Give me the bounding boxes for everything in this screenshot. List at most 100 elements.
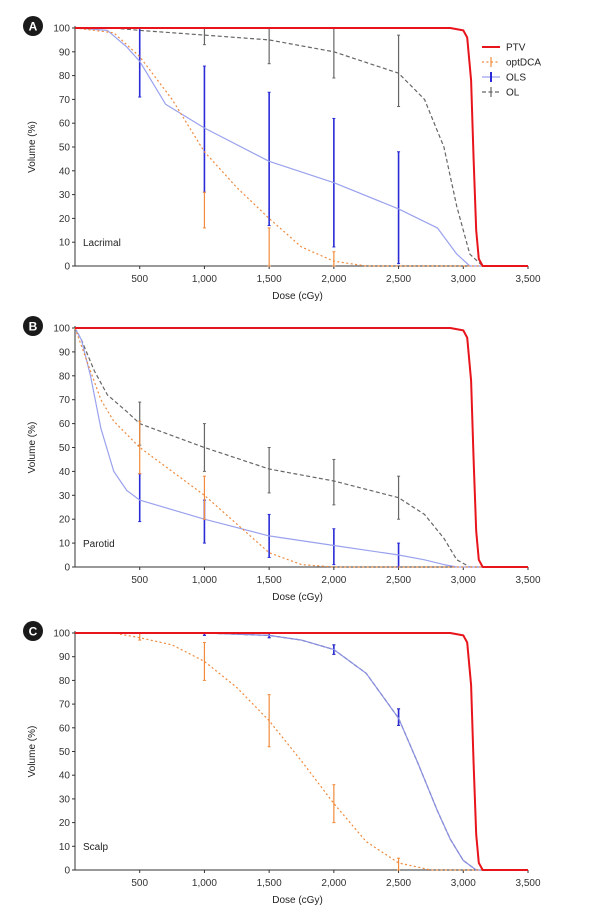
x-axis-label: Dose (cGy) bbox=[272, 895, 323, 906]
series-line-ptv bbox=[75, 27, 528, 267]
y-tick-label: 0 bbox=[64, 563, 70, 574]
y-tick-label: 0 bbox=[64, 866, 70, 877]
series-line-optdca bbox=[75, 632, 528, 871]
y-tick-label: 30 bbox=[59, 190, 71, 201]
x-tick-label: 1,000 bbox=[192, 274, 217, 285]
x-tick-label: 500 bbox=[131, 575, 148, 586]
panel-badge bbox=[23, 316, 43, 336]
y-tick-label: 50 bbox=[59, 143, 71, 154]
y-tick-label: 90 bbox=[59, 47, 71, 58]
legend-label-optdca: optDCA bbox=[506, 58, 541, 69]
y-tick-label: 80 bbox=[59, 676, 71, 687]
legend: PTV optDCA OLS OL bbox=[482, 43, 541, 99]
x-tick-label: 2,500 bbox=[386, 274, 411, 285]
series-ols bbox=[74, 327, 528, 568]
y-tick-label: 50 bbox=[59, 747, 71, 758]
x-tick-label: 3,500 bbox=[515, 274, 540, 285]
series-ol bbox=[75, 27, 528, 267]
series-line-optdca bbox=[74, 327, 528, 568]
legend-label-ol: OL bbox=[506, 88, 520, 99]
legend-label-ptv: PTV bbox=[506, 43, 526, 54]
x-tick-label: 3,500 bbox=[515, 878, 540, 889]
x-axis-label: Dose (cGy) bbox=[272, 592, 323, 603]
x-axis-label: Dose (cGy) bbox=[272, 291, 323, 302]
x-tick-label: 3,000 bbox=[451, 878, 476, 889]
structure-label: Scalp bbox=[83, 842, 108, 853]
series-ols bbox=[75, 632, 528, 871]
series-line-optdca bbox=[74, 27, 528, 267]
series-line-ols bbox=[74, 27, 528, 267]
y-tick-label: 50 bbox=[59, 443, 71, 454]
y-tick-label: 60 bbox=[59, 119, 71, 130]
y-tick-label: 0 bbox=[64, 262, 70, 273]
y-tick-label: 100 bbox=[53, 629, 70, 640]
y-tick-label: 100 bbox=[53, 324, 70, 335]
x-tick-label: 3,000 bbox=[451, 575, 476, 586]
y-tick-label: 30 bbox=[59, 794, 71, 805]
y-axis-label: Volume (%) bbox=[27, 121, 38, 173]
y-tick-label: 10 bbox=[59, 539, 71, 550]
y-tick-label: 60 bbox=[59, 723, 71, 734]
x-tick-label: 3,000 bbox=[451, 274, 476, 285]
panel-c: C 0 10 20 30 40 50 60 70 80 90 100 500 1,000 1,500 2,00… bbox=[23, 621, 541, 906]
y-tick-label: 100 bbox=[53, 24, 70, 35]
y-tick-label: 70 bbox=[59, 395, 71, 406]
x-tick-label: 3,500 bbox=[515, 575, 540, 586]
structure-label: Lacrimal bbox=[83, 238, 121, 249]
y-tick-label: 90 bbox=[59, 347, 71, 358]
series-optdca bbox=[75, 632, 528, 871]
series-ptv bbox=[75, 632, 528, 871]
series-line-ols bbox=[75, 632, 528, 871]
y-tick-label: 90 bbox=[59, 652, 71, 663]
y-tick-label: 40 bbox=[59, 166, 71, 177]
y-tick-label: 40 bbox=[59, 771, 71, 782]
panel-a: A 0 10 20 30 40 50 60 70 80 90 100 500 1,000 1,500 2,00… bbox=[23, 16, 541, 302]
y-tick-label: 40 bbox=[59, 467, 71, 478]
series-line-ptv bbox=[75, 327, 528, 568]
structure-label: Parotid bbox=[83, 539, 115, 550]
panel-badge-label: A bbox=[29, 20, 38, 34]
y-tick-label: 10 bbox=[59, 238, 71, 249]
x-tick-label: 2,500 bbox=[386, 878, 411, 889]
series-line-ol bbox=[75, 27, 528, 267]
series-optdca bbox=[74, 27, 528, 267]
x-tick-label: 500 bbox=[131, 878, 148, 889]
y-tick-label: 20 bbox=[59, 214, 71, 225]
y-tick-label: 70 bbox=[59, 700, 71, 711]
series-ols bbox=[74, 27, 528, 267]
x-tick-label: 2,000 bbox=[321, 878, 346, 889]
x-tick-label: 2,000 bbox=[321, 575, 346, 586]
y-tick-label: 30 bbox=[59, 491, 71, 502]
series-ol bbox=[74, 327, 528, 568]
y-tick-label: 20 bbox=[59, 818, 71, 829]
x-tick-label: 2,000 bbox=[321, 274, 346, 285]
x-tick-label: 1,500 bbox=[257, 878, 282, 889]
y-axis-label: Volume (%) bbox=[27, 422, 38, 474]
y-tick-label: 80 bbox=[59, 71, 71, 82]
x-tick-label: 1,500 bbox=[257, 274, 282, 285]
y-tick-label: 80 bbox=[59, 371, 71, 382]
series-optdca bbox=[74, 327, 528, 568]
series-ptv bbox=[75, 327, 528, 568]
panel-badge bbox=[23, 621, 43, 641]
series-line-ols bbox=[74, 327, 528, 568]
series-ol bbox=[75, 632, 528, 871]
y-axis-label: Volume (%) bbox=[27, 726, 38, 778]
series-line-ol bbox=[74, 327, 528, 568]
x-tick-label: 1,000 bbox=[192, 878, 217, 889]
series-ptv bbox=[75, 27, 528, 267]
panel-badge-label: B bbox=[29, 320, 38, 334]
series-line-ptv bbox=[75, 632, 528, 871]
legend-label-ols: OLS bbox=[506, 73, 526, 84]
series-line-ol bbox=[75, 632, 528, 871]
x-tick-label: 500 bbox=[131, 274, 148, 285]
x-tick-label: 2,500 bbox=[386, 575, 411, 586]
panel-badge-label: C bbox=[29, 625, 38, 639]
y-tick-label: 70 bbox=[59, 95, 71, 106]
x-tick-label: 1,500 bbox=[257, 575, 282, 586]
x-tick-label: 1,000 bbox=[192, 575, 217, 586]
panel-badge bbox=[23, 16, 43, 36]
y-tick-label: 10 bbox=[59, 842, 71, 853]
panel-b: B 0 10 20 30 40 50 60 70 80 90 100 500 1,000 1,500 2,00… bbox=[23, 316, 541, 603]
